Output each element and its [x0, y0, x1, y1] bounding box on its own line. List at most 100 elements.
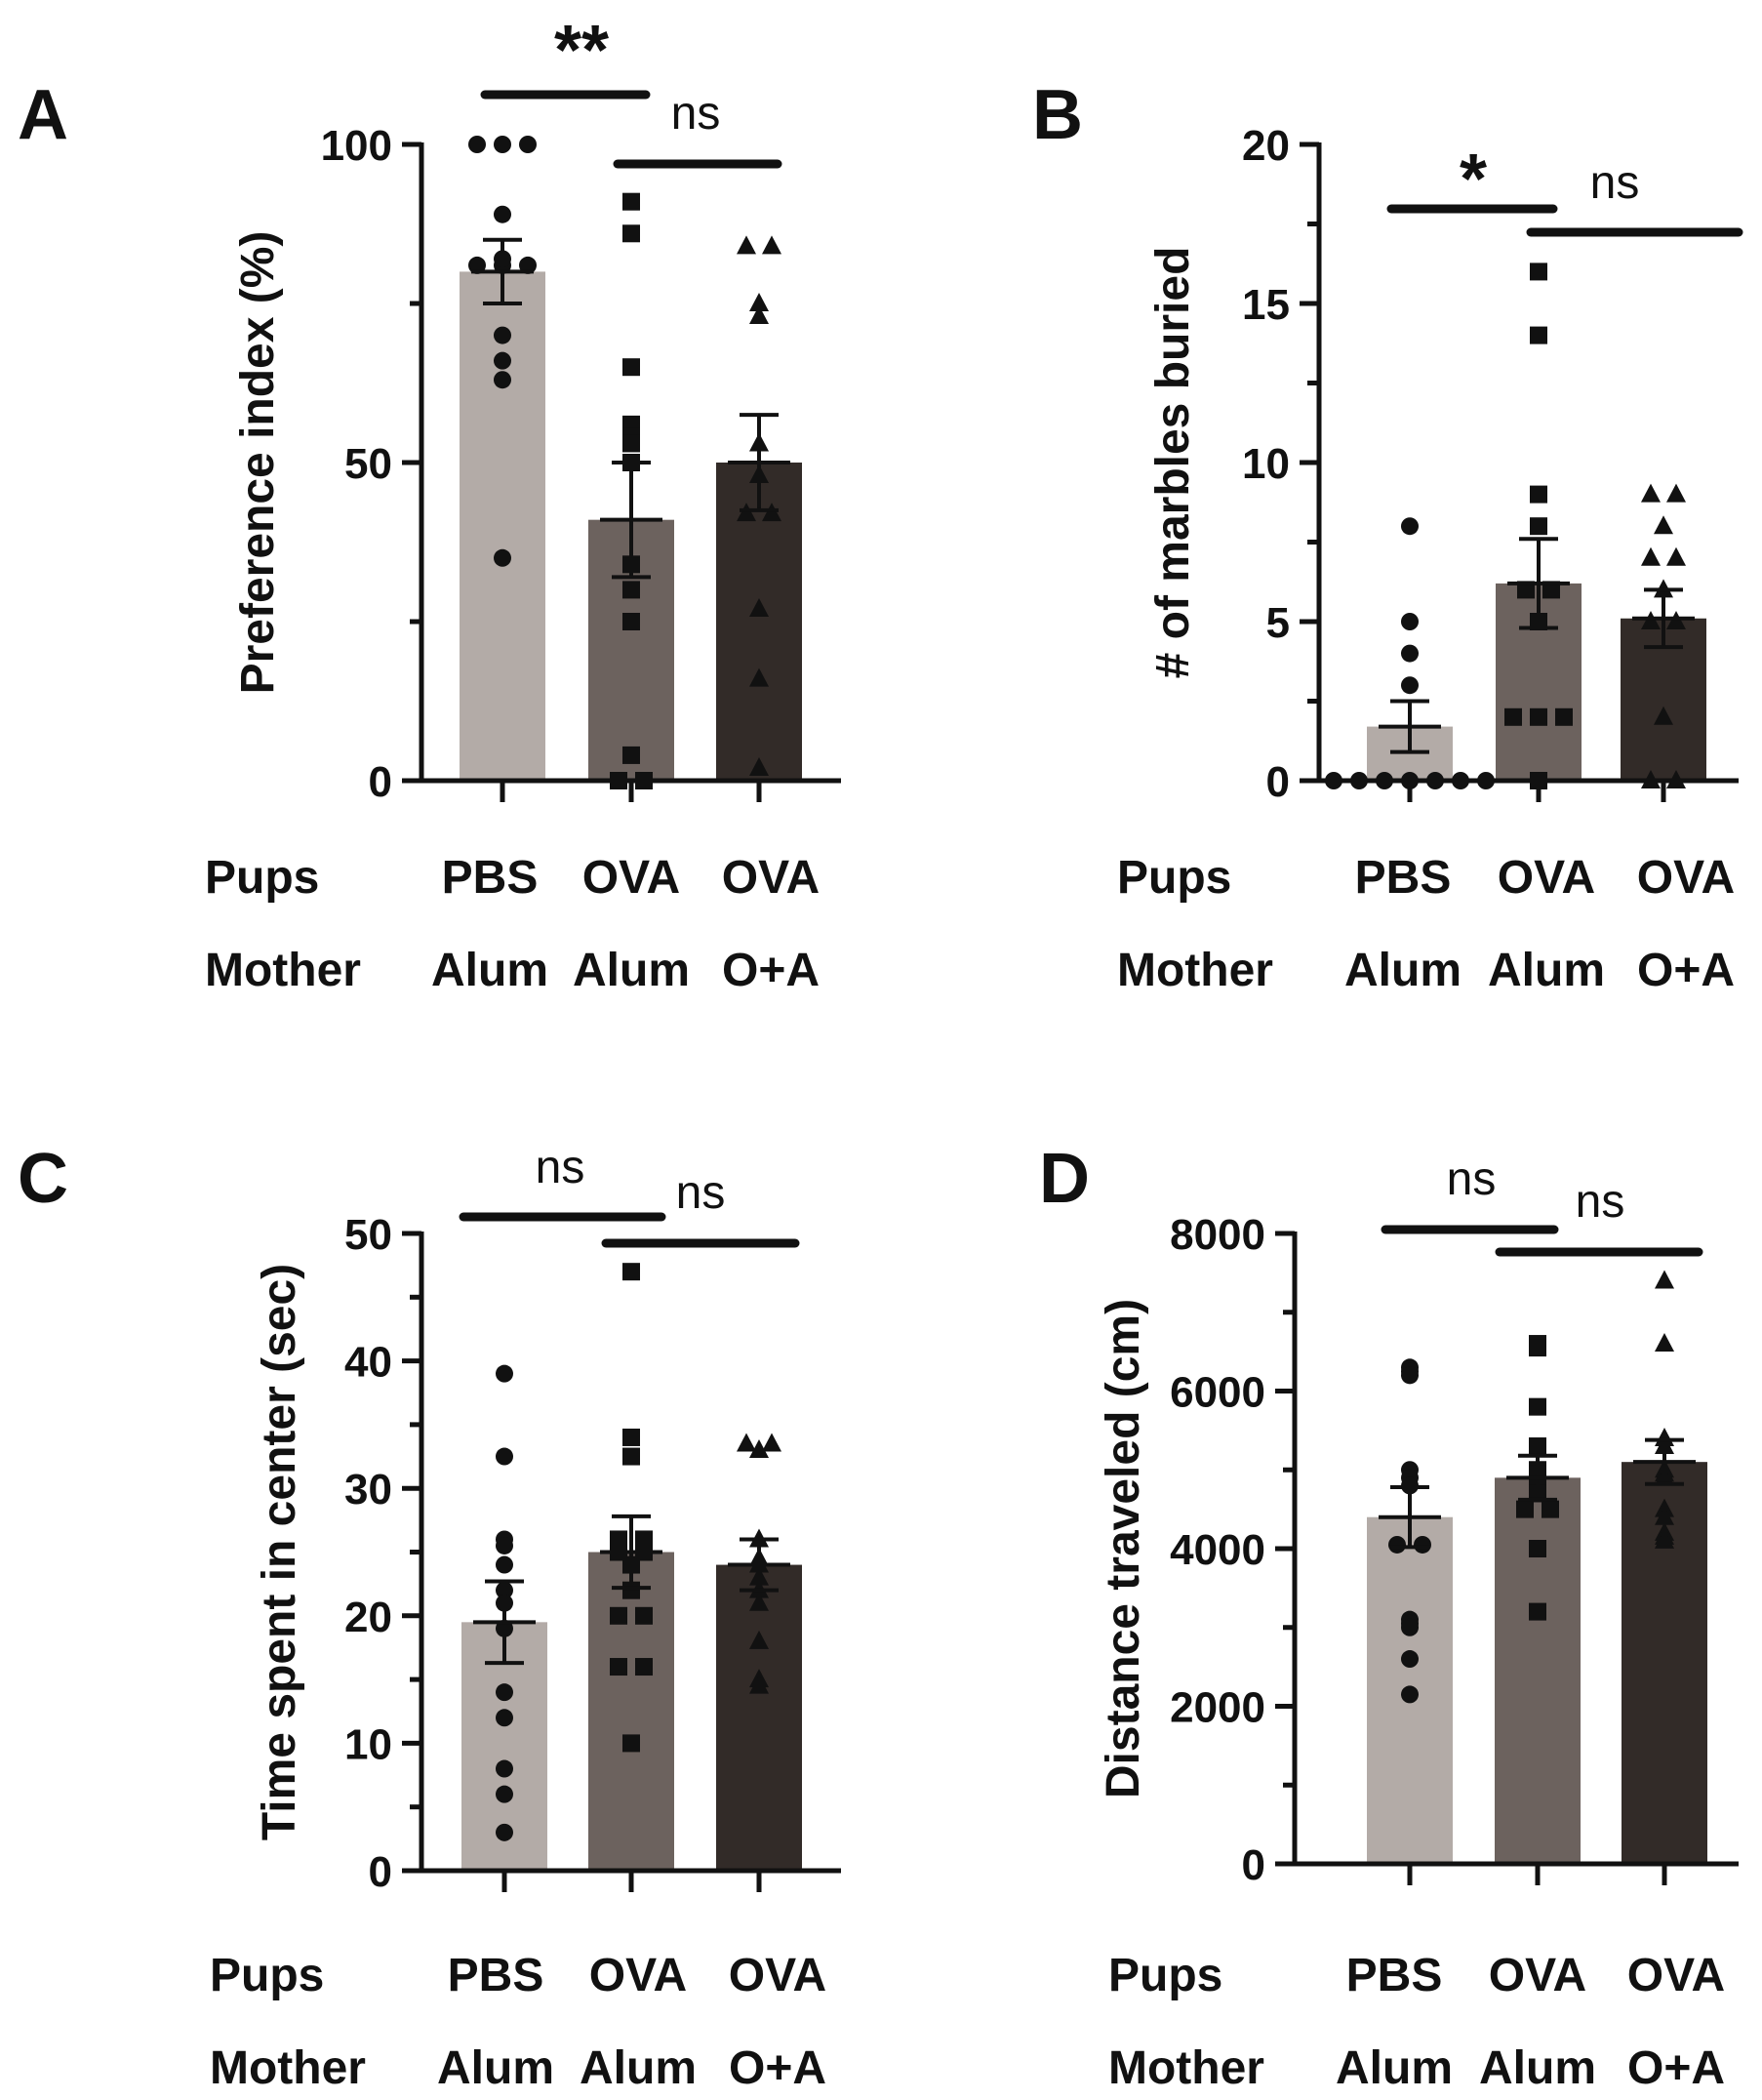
panel-b-y-tick-label: 10: [1242, 440, 1290, 488]
panel-d-point-square-marker: [1529, 1339, 1546, 1357]
panel-b: B 0 5 10 15 20 # of marbles buried * ns Pups Mo…: [1032, 76, 1743, 996]
panel-c-y-tick-label: 50: [344, 1211, 392, 1259]
panel-b-plot: 0 5 10 15 20 # of marbles buried * ns: [1147, 122, 1743, 806]
panel-c-point-circle-marker: [496, 1823, 513, 1841]
panel-a-y-tick-label: 100: [321, 122, 392, 170]
panel-d-point-triangle-marker: [1655, 1529, 1674, 1549]
panel-b-point-square-marker: [1530, 485, 1547, 504]
panel-c-point-circle-marker: [496, 1555, 513, 1574]
panel-b-significance-label-0: *: [1460, 141, 1487, 219]
panel-a-point-triangle-marker: [749, 597, 769, 617]
panel-c-y-tick-label: 20: [344, 1594, 392, 1641]
panel-b-mother-2: O+A: [1637, 945, 1735, 996]
panel-d-pups-0: PBS: [1346, 1950, 1443, 2001]
panel-a-y-tick-label: 50: [344, 440, 392, 488]
panel-a-y-axis-label: Preference index (%): [232, 231, 284, 695]
panel-c-point-triangle-marker: [762, 1433, 781, 1452]
panel-c-point-triangle-marker: [749, 1630, 769, 1649]
panel-c-point-circle-marker: [496, 1447, 513, 1466]
panel-d-point-square-marker: [1529, 1397, 1546, 1416]
panel-b-point-triangle-marker: [1641, 770, 1661, 788]
panel-c-point-circle-marker: [496, 1683, 513, 1702]
panel-d: D 0 2000 4000 6000 8000 Distance traveled (cm…: [1039, 1140, 1739, 2094]
panel-c-point-square-marker: [635, 1658, 653, 1676]
panel-a-letter: A: [18, 76, 68, 154]
panel-c-bar-1: [588, 1552, 674, 1871]
panel-d-letter: D: [1039, 1140, 1090, 1218]
panel-b-point-square-marker: [1530, 517, 1547, 536]
panel-c-point-square-marker: [622, 1263, 640, 1281]
panel-d-pups-2: OVA: [1627, 1950, 1725, 2001]
panel-c-y-tick-label: 40: [344, 1339, 392, 1387]
panel-b-point-circle-marker: [1452, 772, 1469, 789]
panel-a-point-circle-marker: [468, 136, 486, 153]
panel-b-point-triangle-marker: [1666, 770, 1686, 788]
panel-d-significance-label-0: ns: [1447, 1153, 1497, 1205]
panel-c-point-square-marker: [622, 1447, 640, 1466]
panel-c-bar-2: [716, 1564, 802, 1871]
panel-b-point-triangle-marker: [1666, 546, 1686, 566]
panel-b-point-circle-marker: [1401, 676, 1419, 695]
panel-c-point-circle-marker: [496, 1785, 513, 1803]
panel-c-pups-label: Pups: [210, 1950, 324, 2001]
panel-c-mother-2: O+A: [729, 2042, 826, 2094]
panel-b-y-tick-label: 15: [1242, 281, 1290, 329]
panel-a-significance-label-1: ns: [671, 88, 721, 140]
panel-b-pups-0: PBS: [1355, 852, 1452, 904]
panel-d-point-circle-marker: [1401, 1685, 1419, 1704]
panel-b-pups-label: Pups: [1117, 852, 1231, 904]
panel-b-point-circle-marker: [1401, 772, 1419, 789]
panel-b-point-square-marker: [1530, 262, 1547, 281]
panel-d-point-circle-marker: [1401, 1366, 1419, 1385]
panel-d-mother-0: Alum: [1336, 2042, 1453, 2094]
panel-a-point-square-marker: [622, 358, 640, 377]
panel-a-point-circle-marker: [494, 326, 511, 344]
panel-c-point-square-marker: [635, 1606, 653, 1625]
panel-d-point-circle-marker: [1388, 1535, 1406, 1554]
panel-d-point-square-marker: [1529, 1437, 1546, 1456]
panel-c-point-square-marker: [622, 1734, 640, 1753]
panel-c-y-tick-label: 10: [344, 1720, 392, 1768]
panel-c-significance-label-0: ns: [536, 1142, 585, 1193]
panel-c-point-circle-marker: [496, 1759, 513, 1778]
panel-c-point-square-marker: [610, 1658, 627, 1676]
panel-d-significance-label-1: ns: [1576, 1176, 1625, 1228]
panel-c-y-tick-label: 30: [344, 1466, 392, 1514]
panel-a-mother-0: Alum: [431, 945, 548, 996]
panel-b-point-square-marker: [1530, 707, 1547, 726]
panel-c-point-circle-marker: [496, 1536, 513, 1555]
panel-d-y-tick-label: 8000: [1170, 1211, 1265, 1259]
panel-c-y-tick-label: 0: [369, 1848, 392, 1896]
panel-b-point-triangle-marker: [1641, 483, 1661, 503]
panel-a-point-square-marker: [610, 772, 627, 789]
panel-b-mother-0: Alum: [1344, 945, 1462, 996]
panel-c: C 0 10 20 30 40 50 Time spent in center (sec) n…: [18, 1140, 841, 2094]
panel-c-mother-0: Alum: [437, 2042, 554, 2094]
panel-b-pups-1: OVA: [1498, 852, 1595, 904]
panel-b-point-square-marker: [1530, 772, 1547, 789]
panel-c-point-triangle-marker: [749, 1592, 769, 1611]
panel-a-significance-label-0: **: [554, 12, 609, 90]
panel-d-mother-2: O+A: [1627, 2042, 1725, 2094]
panel-d-y-tick-label: 4000: [1170, 1526, 1265, 1574]
panel-b-y-tick-label: 5: [1266, 599, 1290, 647]
panel-d-point-triangle-marker: [1655, 1333, 1674, 1353]
panel-b-point-circle-marker: [1401, 613, 1419, 630]
panel-a-mother-label: Mother: [205, 945, 361, 996]
panel-b-point-circle-marker: [1325, 772, 1342, 789]
panel-a-point-triangle-marker: [749, 293, 769, 311]
panel-d-plot: 0 2000 4000 6000 8000 Distance traveled (cm) n…: [1098, 1153, 1739, 1889]
panel-b-point-square-marker: [1530, 326, 1547, 344]
panel-b-y-tick-label: 20: [1242, 122, 1290, 170]
panel-c-point-triangle-marker: [749, 1439, 769, 1459]
panel-c-mother-label: Mother: [210, 2042, 366, 2094]
panel-c-point-triangle-marker: [749, 1675, 769, 1694]
panel-b-mother-1: Alum: [1488, 945, 1605, 996]
panel-c-plot: 0 10 20 30 40 50 Time spent in center (sec) ns n…: [254, 1142, 841, 1896]
panel-a-point-circle-marker: [519, 256, 537, 274]
panel-d-pups-label: Pups: [1108, 1950, 1222, 2001]
panel-c-pups-2: OVA: [729, 1950, 826, 2001]
panel-a-point-circle-marker: [494, 548, 511, 567]
panel-a-point-square-marker: [635, 772, 653, 789]
